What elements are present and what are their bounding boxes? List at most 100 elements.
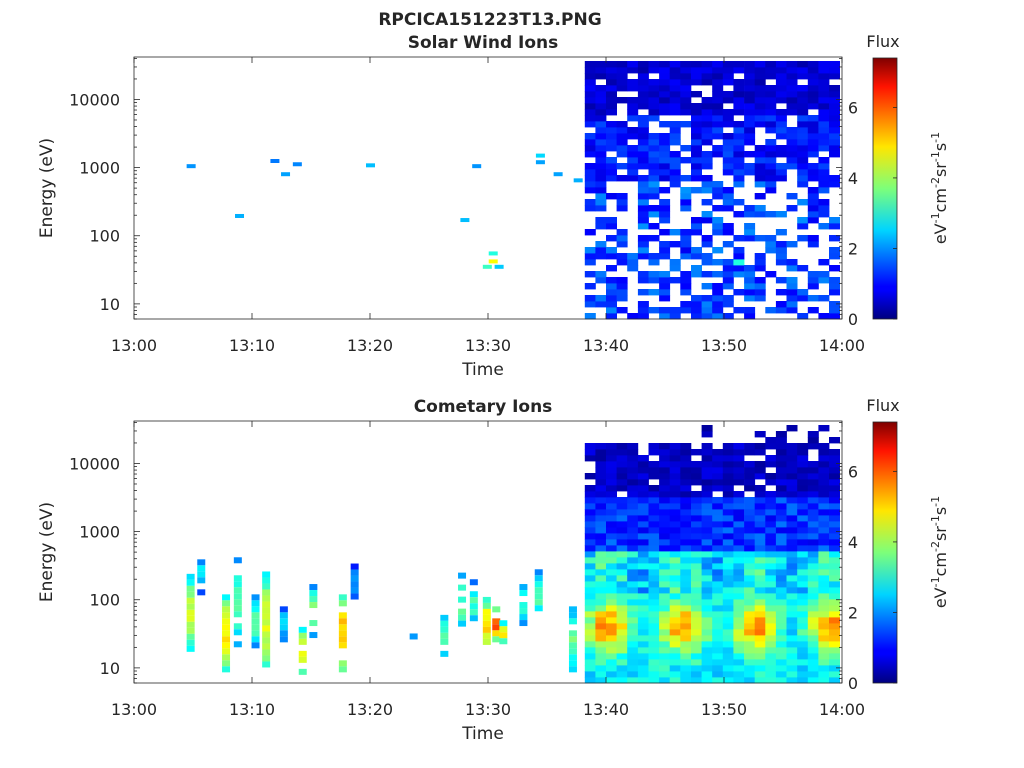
flux-cell [680, 647, 692, 654]
flux-cell [786, 85, 798, 92]
flux-cell [754, 235, 766, 242]
flux-cell [616, 677, 628, 684]
flux-cell [691, 121, 702, 128]
flux-cell [691, 539, 702, 546]
flux-cell [797, 73, 809, 80]
flux-cell [669, 109, 681, 116]
flux-cell [680, 623, 692, 630]
figure-title: RPCICA151223T13.PNG [378, 10, 601, 30]
flux-cell [616, 241, 628, 248]
flux-cell [754, 659, 766, 666]
flux-cell [669, 569, 681, 576]
flux-cell [606, 659, 617, 666]
flux-cell [701, 283, 713, 290]
flux-cell [637, 455, 649, 462]
flux-cell [637, 557, 649, 564]
flux-cell [722, 653, 734, 660]
flux-cell [482, 596, 491, 603]
flux-cell [797, 67, 809, 74]
flux-cell [818, 443, 830, 450]
flux-cell [775, 677, 787, 684]
flux-cell [659, 295, 671, 302]
flux-cell [765, 97, 777, 104]
flux-cell [818, 545, 830, 552]
spectrogram-cells [186, 425, 840, 684]
flux-cell [765, 659, 777, 666]
flux-cell [797, 199, 809, 206]
flux-cell [733, 563, 745, 570]
flux-cell [637, 533, 649, 540]
flux-cell [744, 289, 756, 296]
flux-cell [733, 629, 745, 636]
flux-cell [637, 659, 649, 666]
flux-cell [754, 605, 766, 612]
flux-cell [733, 509, 745, 516]
flux-cell [797, 313, 809, 320]
flux-cell [733, 175, 745, 182]
flux-cell [722, 449, 734, 456]
flux-cell [701, 79, 713, 86]
flux-cell [482, 626, 491, 633]
flux-cell [754, 557, 766, 564]
flux-cell [659, 659, 671, 666]
flux-cell [595, 617, 607, 624]
flux-cell [797, 593, 809, 600]
flux-cell [744, 151, 756, 158]
flux-cell [669, 169, 681, 176]
flux-cell [807, 91, 819, 98]
flux-cell [765, 629, 777, 636]
flux-cell [744, 127, 756, 134]
flux-cell [712, 467, 724, 474]
flux-cell [186, 615, 195, 622]
flux-cell [733, 587, 745, 594]
flux-cell [765, 271, 777, 278]
flux-cell [669, 181, 681, 188]
flux-cell [669, 509, 681, 516]
flux-cell [754, 641, 766, 648]
flux-cell [829, 91, 840, 98]
flux-cell [648, 175, 660, 182]
flux-cell [616, 283, 628, 290]
flux-cell [606, 545, 617, 552]
flux-cell [744, 121, 756, 128]
flux-cell [680, 533, 692, 540]
flux-cell [595, 677, 607, 684]
flux-cell [350, 569, 359, 576]
flux-cell [534, 605, 543, 612]
flux-cell [818, 181, 830, 188]
flux-cell [754, 61, 766, 68]
flux-cell [669, 461, 681, 468]
flux-cell [786, 205, 798, 212]
flux-cell [659, 217, 671, 224]
flux-cell [733, 139, 745, 146]
flux-cell [797, 605, 809, 612]
flux-cell [786, 139, 798, 146]
flux-cell [637, 67, 649, 74]
flux-cell [807, 587, 819, 594]
flux-cell [712, 563, 724, 570]
flux-cell [262, 643, 271, 650]
flux-cell [797, 145, 809, 152]
flux-cell [754, 79, 766, 86]
flux-cell [733, 121, 745, 128]
flux-cell [233, 611, 242, 618]
flux-cell [786, 557, 798, 564]
flux-cell [733, 235, 745, 242]
flux-cell [701, 121, 713, 128]
flux-cell [754, 647, 766, 654]
flux-cell [775, 467, 787, 474]
flux-cell [733, 271, 745, 278]
flux-cell [659, 247, 671, 254]
flux-cell [680, 593, 692, 600]
flux-cell [669, 527, 681, 534]
flux-cell [733, 61, 745, 68]
flux-cell [659, 557, 671, 564]
flux-cell [606, 599, 617, 606]
flux-cell [606, 175, 617, 182]
flux-cell [691, 557, 702, 564]
flux-cell [775, 289, 787, 296]
flux-cell [765, 557, 777, 564]
flux-cell [338, 642, 347, 649]
flux-cell [338, 630, 347, 637]
